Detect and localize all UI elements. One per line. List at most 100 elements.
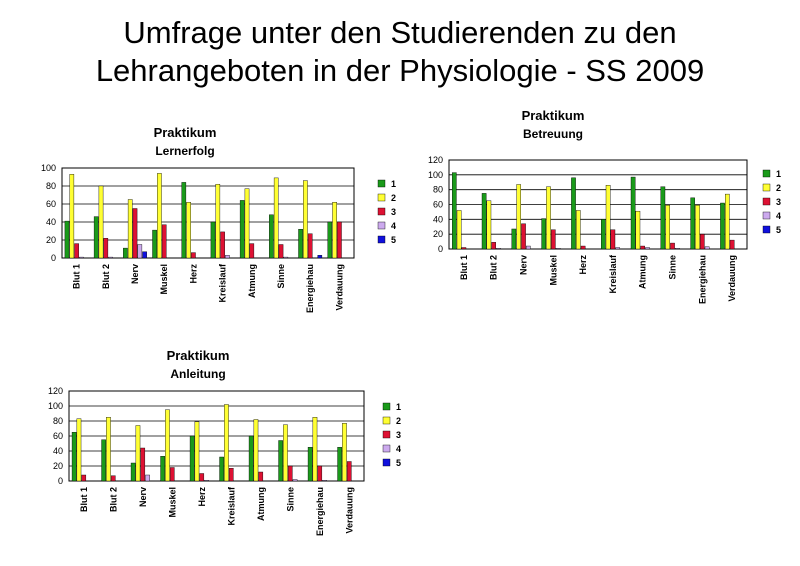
legend-label: 1 — [776, 169, 781, 179]
bar — [79, 256, 84, 259]
legend-swatch — [377, 221, 386, 230]
bar — [635, 210, 641, 250]
bar — [337, 447, 342, 482]
bar — [312, 417, 318, 482]
x-tick-label: Herz — [188, 264, 198, 284]
bar — [317, 465, 323, 482]
x-tick-label: Kreislauf — [226, 486, 236, 526]
bar — [98, 185, 104, 259]
bar — [332, 201, 337, 259]
bar — [303, 180, 308, 259]
page-title-line1: Umfrage unter den Studierenden zu den — [123, 15, 677, 50]
chart-betreuung: Praktikum Betreuung 0 20 40 60 80 100 120 Blut 1 B… — [428, 108, 781, 304]
bar — [660, 186, 666, 250]
bar — [215, 183, 221, 259]
bar — [157, 173, 162, 259]
bar — [521, 223, 526, 250]
bar — [191, 252, 196, 259]
chart-title: Praktikum — [167, 348, 230, 363]
y-tick-label: 20 — [46, 235, 56, 245]
y-tick-label: 40 — [433, 214, 443, 224]
legend-swatch — [762, 183, 771, 192]
x-tick-label: Energiehau — [697, 255, 707, 304]
x-tick-label: Verdauung — [344, 487, 354, 534]
legend-swatch — [382, 458, 391, 467]
legend-swatch — [377, 235, 386, 244]
bar — [189, 435, 195, 482]
legend-label: 2 — [396, 416, 401, 426]
legend-label: 1 — [391, 179, 396, 189]
bar — [346, 461, 352, 482]
bar — [729, 239, 735, 250]
bar — [610, 229, 616, 250]
chart-subtitle: Lernerfolg — [155, 144, 214, 158]
bar — [645, 247, 650, 250]
y-tick-label: 40 — [53, 446, 63, 456]
bar — [106, 417, 111, 482]
bar — [145, 474, 150, 482]
bar — [161, 224, 167, 259]
legend-label: 5 — [776, 225, 781, 235]
y-tick-label: 100 — [41, 163, 56, 173]
y-tick-label: 80 — [53, 416, 63, 426]
bar — [224, 404, 229, 482]
y-tick-label: 40 — [46, 217, 56, 227]
bar — [228, 468, 234, 482]
bar — [123, 247, 128, 259]
y-tick-label: 100 — [428, 170, 443, 180]
legend-swatch — [762, 225, 771, 234]
bar — [511, 228, 517, 250]
bar — [452, 172, 457, 250]
bar — [580, 245, 586, 250]
bar — [342, 423, 347, 482]
legend-swatch — [762, 169, 771, 178]
x-tick-label: Nerv — [138, 487, 148, 507]
y-tick-label: 60 — [433, 200, 443, 210]
bar — [486, 200, 492, 250]
y-tick-label: 0 — [51, 253, 56, 263]
y-tick-label: 20 — [433, 229, 443, 239]
bar — [64, 220, 70, 259]
y-tick-label: 0 — [58, 476, 63, 486]
legend-label: 3 — [396, 430, 401, 440]
chart-subtitle: Betreuung — [523, 127, 583, 141]
y-tick-label: 0 — [438, 244, 443, 254]
bar — [210, 221, 216, 259]
bar — [287, 465, 293, 482]
bar — [695, 205, 700, 250]
bar — [298, 228, 303, 259]
bar — [322, 480, 327, 482]
bar — [491, 242, 497, 250]
bar — [258, 471, 264, 482]
bar — [219, 456, 224, 482]
bar — [640, 245, 645, 250]
bar — [186, 201, 191, 259]
bar — [130, 462, 136, 482]
bar — [135, 425, 141, 482]
bar — [283, 256, 289, 259]
x-tick-label: Atmung — [256, 487, 266, 521]
x-tick-label: Verdauung — [334, 264, 344, 311]
bar — [700, 233, 705, 250]
legend-swatch — [377, 179, 386, 188]
y-tick-label: 20 — [53, 461, 63, 471]
legend-label: 1 — [396, 402, 401, 412]
bar — [137, 244, 143, 259]
bar — [725, 193, 730, 250]
bar — [551, 229, 556, 250]
x-tick-label: Atmung — [638, 255, 648, 289]
bar — [81, 474, 87, 482]
bar — [269, 214, 274, 259]
x-tick-label: Herz — [197, 487, 207, 507]
bar — [690, 197, 695, 250]
legend-swatch — [377, 193, 386, 202]
bar — [675, 248, 680, 250]
bar — [456, 210, 462, 250]
bar — [142, 251, 147, 259]
bar — [665, 205, 670, 250]
bar — [110, 475, 116, 482]
bar — [194, 421, 200, 482]
bar — [108, 256, 113, 259]
y-tick-label: 100 — [48, 401, 63, 411]
bar — [571, 177, 576, 250]
